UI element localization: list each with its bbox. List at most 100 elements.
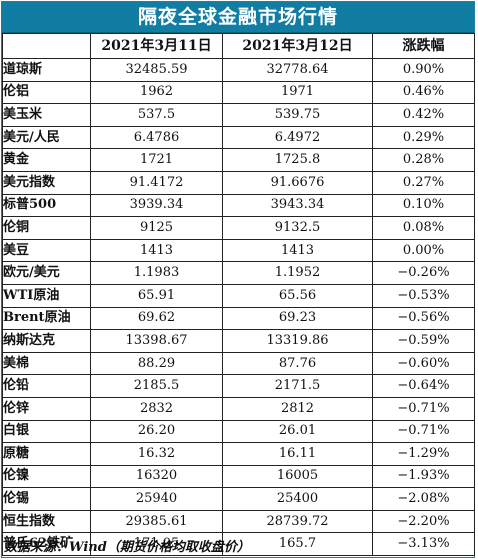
table-row: 道琼斯 32485.59 32778.64 0.90% [2,58,475,82]
price-day1-cell: 2832 [90,396,223,421]
price-day2-cell: 2812 [222,396,373,421]
instrument-name-cell: 标普500 [2,193,91,218]
market-quotes-table: 2021年3月11日 2021年3月12日 涨跌幅 道琼斯 32485.59 327… [2,33,475,557]
source-note: 数据来源：Wind（期货价格均取收盘价） [4,540,250,555]
price-day2-cell: 26.01 [222,419,373,444]
price-day1-cell: 1.1983 [90,261,223,285]
change-cell: −0.59% [372,329,475,353]
change-cell: 0.10% [372,193,475,218]
instrument-name-cell: 美棉 [2,351,91,376]
instrument-name-cell: 美玉米 [2,103,91,127]
table-row: 原糖 16.32 16.11 −1.29% [2,442,475,466]
table-row: 伦铅 2185.5 2171.5 −0.64% [2,374,475,398]
price-day2-cell: 1725.8 [222,148,373,172]
instrument-name-cell: 恒生指数 [2,509,91,534]
change-cell: −2.20% [372,509,475,534]
change-cell: −2.08% [372,487,475,511]
price-day1-cell: 1721 [90,148,223,172]
price-day2-cell: 3943.34 [222,193,373,218]
change-cell: −0.60% [372,351,475,376]
table-header-row: 2021年3月11日 2021年3月12日 涨跌幅 [2,33,475,59]
change-cell: 0.27% [372,170,475,195]
price-day2-cell: 91.6676 [222,170,373,195]
change-cell: 0.08% [372,216,475,240]
header-instrument [2,33,91,59]
price-day2-cell: 6.4972 [222,125,373,150]
price-day1-cell: 16.32 [90,442,223,466]
change-cell: −0.71% [372,419,475,444]
price-day2-cell: 13319.86 [222,329,373,353]
price-day2-cell: 16.11 [222,442,373,466]
price-day2-cell: 32778.64 [222,58,373,82]
table-row: 伦锌 2832 2812 −0.71% [2,396,475,421]
table-row: 标普500 3939.34 3943.34 0.10% [2,193,475,218]
table-row: Brent原油 69.62 69.23 −0.56% [2,306,475,331]
instrument-name-cell: WTI原油 [2,283,91,308]
price-day1-cell: 91.4172 [90,170,223,195]
price-day1-cell: 1413 [90,238,223,263]
price-day2-cell: 1971 [222,80,373,105]
price-day2-cell: 28739.72 [222,509,373,534]
instrument-name-cell: 伦铜 [2,216,91,240]
price-day2-cell: 87.76 [222,351,373,376]
table-row: 白银 26.20 26.01 −0.71% [2,419,475,444]
price-day1-cell: 1962 [90,80,223,105]
price-day1-cell: 13398.67 [90,329,223,353]
change-cell: 0.42% [372,103,475,127]
change-cell: 0.46% [372,80,475,105]
table-row: 伦镍 16320 16005 −1.93% [2,464,475,489]
price-day2-cell: 165.7 [222,532,373,557]
change-cell: −0.71% [372,396,475,421]
instrument-name-cell: Brent原油 [2,306,91,331]
price-day1-cell: 29385.61 [90,509,223,534]
price-day1-cell: 32485.59 [90,58,223,82]
price-day2-cell: 69.23 [222,306,373,331]
change-cell: −1.93% [372,464,475,489]
table-row: 美元指数 91.4172 91.6676 0.27% [2,170,475,195]
table-row: 美元/人民 6.4786 6.4972 0.29% [2,125,475,150]
instrument-name-cell: 道琼斯 [2,58,91,82]
price-day1-cell: 3939.34 [90,193,223,218]
header-change: 涨跌幅 [372,33,475,59]
instrument-name-cell: 普氏62铁矿 [2,532,91,557]
table-row: 伦锡 25940 25400 −2.08% [2,487,475,511]
price-day2-cell: 65.56 [222,283,373,308]
change-cell: 0.28% [372,148,475,172]
price-day1-cell: 26.20 [90,419,223,444]
change-cell: 0.00% [372,238,475,263]
price-day2-cell: 16005 [222,464,373,489]
price-day2-cell: 1413 [222,238,373,263]
instrument-name-cell: 黄金 [2,148,91,172]
instrument-name-cell: 白银 [2,419,91,444]
price-day1-cell: 537.5 [90,103,223,127]
price-day2-cell: 2171.5 [222,374,373,398]
instrument-name-cell: 原糖 [2,442,91,466]
table-row: 伦铝 1962 1971 0.46% [2,80,475,105]
instrument-name-cell: 伦锡 [2,487,91,511]
table-row: 黄金 1721 1725.8 0.28% [2,148,475,172]
change-cell: −0.56% [372,306,475,331]
table-row: 普氏62铁矿 171.05 165.7 −3.13% [2,532,475,557]
change-cell: −3.13% [372,532,475,557]
price-day2-cell: 9132.5 [222,216,373,240]
table-row: 伦铜 9125 9132.5 0.08% [2,216,475,240]
instrument-name-cell: 伦镍 [2,464,91,489]
instrument-name-cell: 美豆 [2,238,91,263]
instrument-name-cell: 伦锌 [2,396,91,421]
price-day1-cell: 65.91 [90,283,223,308]
price-day2-cell: 539.75 [222,103,373,127]
change-cell: −0.26% [372,261,475,285]
change-cell: 0.90% [372,58,475,82]
table-row: 纳斯达克 13398.67 13319.86 −0.59% [2,329,475,353]
price-day2-cell: 25400 [222,487,373,511]
table-row: 恒生指数 29385.61 28739.72 −2.20% [2,509,475,534]
change-cell: −0.64% [372,374,475,398]
instrument-name-cell: 欧元/美元 [2,261,91,285]
price-day1-cell: 16320 [90,464,223,489]
table-row: 美棉 88.29 87.76 −0.60% [2,351,475,376]
change-cell: −1.29% [372,442,475,466]
change-cell: −0.53% [372,283,475,308]
price-day2-cell: 1.1952 [222,261,373,285]
instrument-name-cell: 美元/人民 [2,125,91,150]
